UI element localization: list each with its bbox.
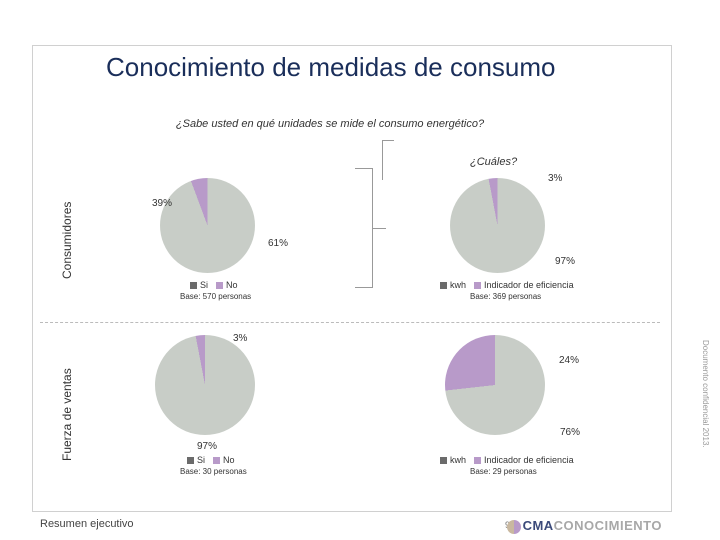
- legend-label: Indicador de eficiencia: [484, 455, 574, 465]
- page-title: Conocimiento de medidas de consumo: [100, 52, 561, 83]
- legend-label: No: [223, 455, 235, 465]
- brand-mark-icon: [507, 520, 521, 534]
- legend-label: kwh: [450, 280, 466, 290]
- legend-swatch: [474, 457, 481, 464]
- chart-consumers-unit: 3% 97% kwh Indicador de eficiencia Base:…: [450, 178, 630, 273]
- brand-logo: CMACONOCIMIENTO: [507, 518, 662, 534]
- legend-swatch: [440, 457, 447, 464]
- row-divider: [40, 322, 660, 323]
- confidential-note: Documento confidencial 2013.: [701, 340, 710, 448]
- main-question: ¿Sabe usted en qué unidades se mide el c…: [0, 118, 660, 130]
- legend: kwh Indicador de eficiencia: [440, 455, 574, 465]
- chart-sales-unit: 24% 76% kwh Indicador de eficiencia Base…: [445, 335, 635, 435]
- legend-label: kwh: [450, 455, 466, 465]
- value-label-no: 39%: [152, 198, 172, 209]
- legend-swatch: [216, 282, 223, 289]
- base-text: Base: 369 personas: [470, 292, 541, 301]
- legend: Si No: [190, 280, 238, 290]
- row-label-consumers: Consumidores: [60, 200, 74, 280]
- base-text: Base: 30 personas: [180, 467, 247, 476]
- bracket-icon: [355, 168, 373, 288]
- value-label-b: 24%: [559, 355, 579, 366]
- legend-swatch: [440, 282, 447, 289]
- legend-label: Indicador de eficiencia: [484, 280, 574, 290]
- legend-label: Si: [197, 455, 205, 465]
- sub-question: ¿Cuáles?: [470, 156, 517, 168]
- pie: [445, 335, 545, 435]
- legend-swatch: [187, 457, 194, 464]
- legend-label: No: [226, 280, 238, 290]
- legend: kwh Indicador de eficiencia: [440, 280, 574, 290]
- row-label-sales: Fuerza de ventas: [60, 360, 74, 470]
- base-text: Base: 29 personas: [470, 467, 537, 476]
- brand-pre: CMA: [523, 518, 554, 533]
- legend-label: Si: [200, 280, 208, 290]
- value-label-si: 97%: [197, 441, 217, 452]
- pie: [160, 178, 255, 273]
- base-text: Base: 570 personas: [180, 292, 251, 301]
- value-label-b: 3%: [548, 173, 562, 184]
- value-label-a: 76%: [560, 427, 580, 438]
- legend-swatch: [190, 282, 197, 289]
- legend-swatch: [213, 457, 220, 464]
- brand-post: CONOCIMIENTO: [554, 518, 662, 533]
- value-label-no: 3%: [233, 333, 247, 344]
- legend: Si No: [187, 455, 235, 465]
- value-label-si: 61%: [268, 238, 288, 249]
- bracket-arm-icon: [382, 140, 394, 180]
- chart-consumers-sino: 39% 61% Si No Base: 570 personas: [160, 178, 290, 273]
- value-label-a: 97%: [555, 256, 575, 267]
- chart-sales-sino: 3% 97% Si No Base: 30 personas: [155, 335, 295, 435]
- frame: [32, 45, 672, 512]
- pie: [155, 335, 255, 435]
- pie: [450, 178, 545, 273]
- legend-swatch: [474, 282, 481, 289]
- footer-section: Resumen ejecutivo: [40, 518, 134, 530]
